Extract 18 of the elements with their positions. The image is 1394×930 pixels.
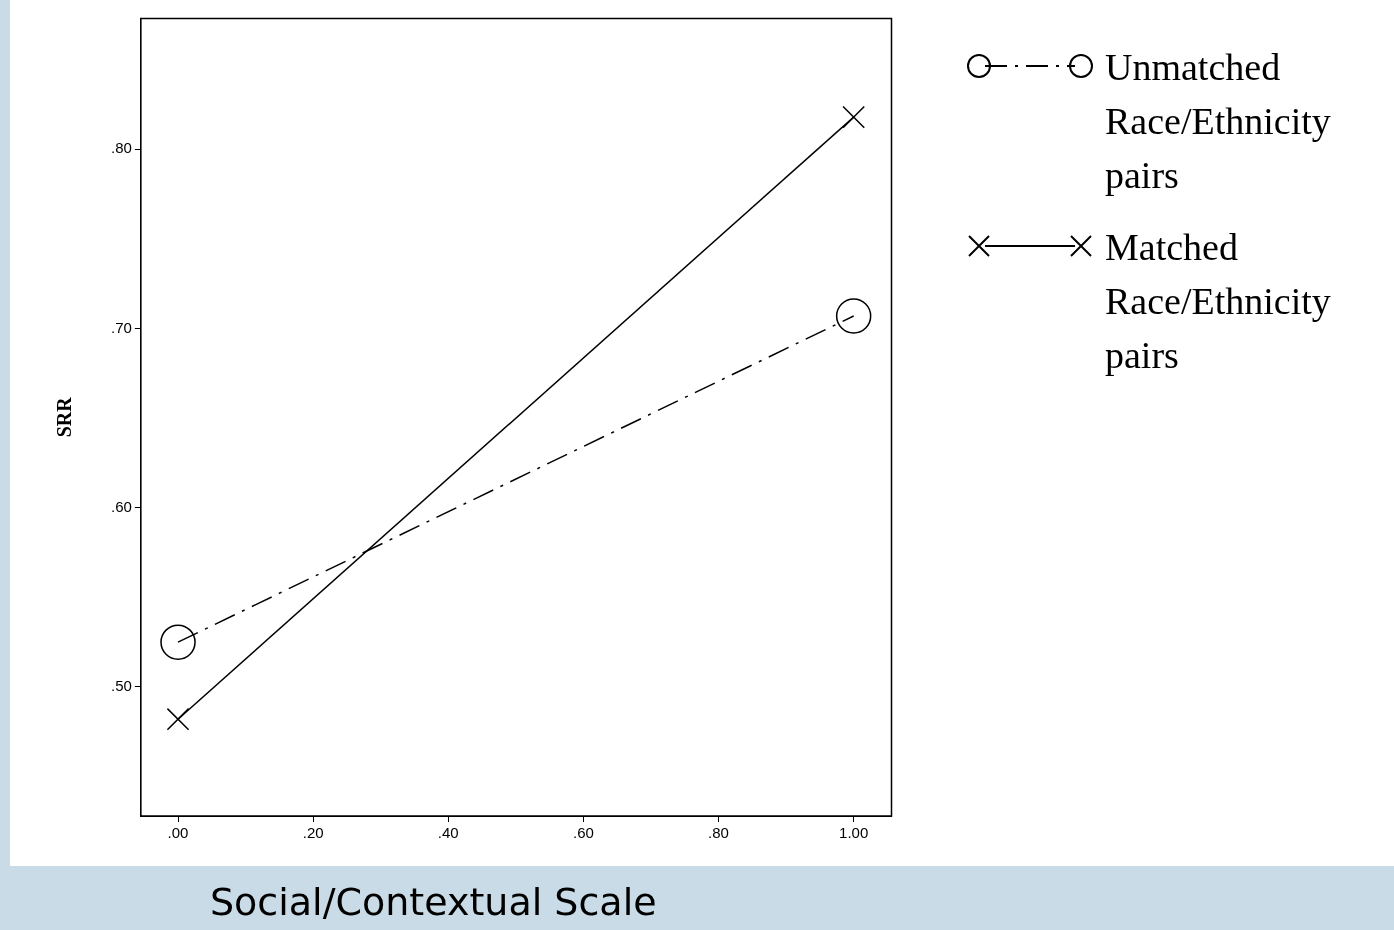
x-tick-label: 1.00 bbox=[839, 824, 869, 842]
legend-label: Unmatched Race/Ethnicity pairs bbox=[1105, 45, 1332, 198]
point bbox=[842, 105, 866, 129]
point bbox=[166, 707, 190, 731]
y-axis-title: SRR bbox=[53, 396, 76, 438]
y-tick-label: .50 bbox=[110, 677, 132, 695]
x-tick-label: .80 bbox=[708, 824, 729, 842]
y-tick-label: .60 bbox=[110, 497, 132, 515]
x-tick-label: .60 bbox=[572, 824, 594, 842]
x-axis-title: Social/Contextual Scale bbox=[210, 880, 657, 924]
point bbox=[835, 298, 872, 334]
y-tick-label: .80 bbox=[110, 139, 132, 157]
y-tick-label: .70 bbox=[110, 318, 132, 336]
legend-label: Matched Race/Ethnicity pairs bbox=[1105, 225, 1332, 378]
x-tick-label: .40 bbox=[437, 824, 459, 842]
x-tick-label: .00 bbox=[167, 824, 189, 842]
x-tick-label: .20 bbox=[302, 824, 324, 842]
point bbox=[160, 624, 196, 660]
